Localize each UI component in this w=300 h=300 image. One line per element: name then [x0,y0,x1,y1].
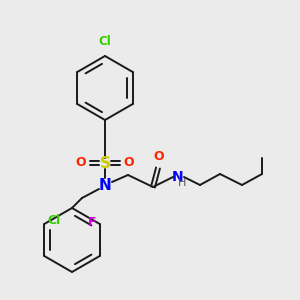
Text: H: H [178,178,186,188]
Text: N: N [172,170,184,184]
Text: N: N [99,178,111,193]
Text: O: O [154,150,164,163]
Text: O: O [76,157,86,169]
Text: S: S [100,155,110,170]
Text: F: F [88,215,96,229]
Text: O: O [124,157,134,169]
Text: Cl: Cl [48,214,61,226]
Text: Cl: Cl [99,35,111,48]
